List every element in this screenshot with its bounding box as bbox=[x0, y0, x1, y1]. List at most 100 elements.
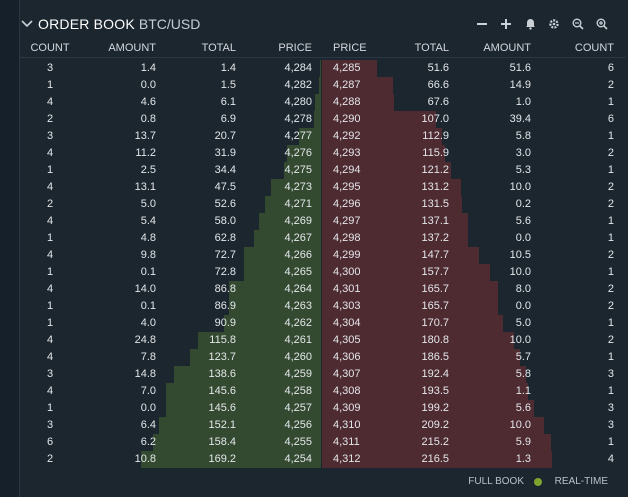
ask-depth-bar bbox=[322, 145, 446, 162]
realtime-toggle[interactable]: REAL-TIME bbox=[554, 476, 608, 487]
ask-depth-bar bbox=[322, 196, 462, 213]
ask-count: 1 bbox=[607, 232, 614, 244]
chevron-down-icon[interactable] bbox=[20, 17, 34, 31]
order-row[interactable]: 4 4.6 6.1 4,280 4,288 67.6 1.0 1 bbox=[20, 94, 626, 111]
bid-price: 4,259 bbox=[284, 368, 312, 380]
ask-count: 1 bbox=[607, 317, 614, 329]
left-edge-line bbox=[19, 0, 20, 497]
column-headers: COUNT AMOUNT TOTAL PRICE PRICE TOTAL AMO… bbox=[20, 39, 626, 57]
ask-total: 131.5 bbox=[421, 198, 449, 210]
bid-price: 4,267 bbox=[284, 232, 312, 244]
bid-amount: 1.4 bbox=[140, 62, 156, 74]
order-row[interactable]: 4 11.2 31.9 4,276 4,293 115.9 3.0 2 bbox=[20, 145, 626, 162]
bid-depth-bar bbox=[173, 366, 321, 383]
bid-count: 4 bbox=[46, 334, 54, 346]
bid-amount: 14.8 bbox=[134, 368, 156, 380]
ask-price: 4,307 bbox=[333, 368, 361, 380]
bid-count: 4 bbox=[46, 283, 54, 295]
order-book-panel: ORDER BOOK BTC/USD COUNT AMOUNT bbox=[20, 10, 626, 494]
ask-amount: 1.0 bbox=[515, 96, 531, 108]
bid-count: 4 bbox=[46, 147, 54, 159]
bell-icon[interactable] bbox=[518, 16, 542, 32]
order-row[interactable]: 4 13.1 47.5 4,273 4,295 131.2 10.0 2 bbox=[20, 179, 626, 196]
ask-depth-bar bbox=[322, 417, 545, 434]
bid-count: 1 bbox=[46, 402, 54, 414]
ask-depth-bar bbox=[322, 77, 393, 94]
bid-amount: 0.1 bbox=[140, 300, 156, 312]
ask-price: 4,308 bbox=[333, 385, 361, 397]
bid-depth-bar bbox=[319, 77, 321, 94]
ask-depth-bar bbox=[322, 298, 499, 315]
order-row[interactable]: 1 4.0 90.9 4,262 4,304 170.7 5.0 1 bbox=[20, 315, 626, 332]
ask-total: 157.7 bbox=[421, 266, 449, 278]
ask-count: 6 bbox=[607, 113, 614, 125]
minus-icon[interactable] bbox=[470, 16, 494, 32]
bid-amount: 7.8 bbox=[140, 351, 156, 363]
order-row[interactable]: 4 24.8 115.8 4,261 4,305 180.8 10.0 2 bbox=[20, 332, 626, 349]
order-row[interactable]: 1 0.0 145.6 4,257 4,309 199.2 5.6 3 bbox=[20, 400, 626, 417]
order-row[interactable]: 1 0.0 1.5 4,282 4,287 66.6 14.9 2 bbox=[20, 77, 626, 94]
order-row[interactable]: 3 6.4 152.1 4,256 4,310 209.2 10.0 3 bbox=[20, 417, 626, 434]
ask-count: 3 bbox=[607, 419, 614, 431]
header-ask-price: PRICE bbox=[333, 42, 367, 54]
order-row[interactable]: 3 1.4 1.4 4,284 4,285 51.6 51.6 6 bbox=[20, 60, 626, 77]
ask-depth-bar bbox=[322, 247, 479, 264]
bid-total: 169.2 bbox=[208, 453, 236, 465]
order-row[interactable]: 4 7.8 123.7 4,260 4,306 186.5 5.7 1 bbox=[20, 349, 626, 366]
bid-amount: 0.8 bbox=[140, 113, 156, 125]
order-row[interactable]: 4 9.8 72.7 4,266 4,299 147.7 10.5 2 bbox=[20, 247, 626, 264]
ask-total: 131.2 bbox=[421, 181, 449, 193]
order-row[interactable]: 4 14.0 86.8 4,264 4,301 165.7 8.0 2 bbox=[20, 281, 626, 298]
order-row[interactable]: 1 0.1 72.8 4,265 4,300 157.7 10.0 1 bbox=[20, 264, 626, 281]
ask-depth-bar bbox=[322, 332, 515, 349]
bid-count: 3 bbox=[46, 62, 54, 74]
full-book-link[interactable]: FULL BOOK bbox=[468, 476, 524, 487]
order-row[interactable]: 4 7.0 145.6 4,258 4,308 193.5 1.1 1 bbox=[20, 383, 626, 400]
gear-icon[interactable] bbox=[542, 16, 566, 32]
ask-total: 193.5 bbox=[421, 385, 449, 397]
order-row[interactable]: 4 5.4 58.0 4,269 4,297 137.1 5.6 1 bbox=[20, 213, 626, 230]
ask-depth-bar bbox=[322, 60, 377, 77]
order-row[interactable]: 1 4.8 62.8 4,267 4,298 137.2 0.0 1 bbox=[20, 230, 626, 247]
bid-count: 4 bbox=[46, 385, 54, 397]
bid-count: 1 bbox=[46, 164, 54, 176]
bid-total: 31.9 bbox=[214, 147, 236, 159]
plus-icon[interactable] bbox=[494, 16, 518, 32]
order-row[interactable]: 1 2.5 34.4 4,275 4,294 121.2 5.3 1 bbox=[20, 162, 626, 179]
ask-total: 121.2 bbox=[421, 164, 449, 176]
zoom-in-icon[interactable] bbox=[590, 16, 614, 32]
order-row[interactable]: 1 0.1 86.9 4,263 4,303 165.7 0.0 2 bbox=[20, 298, 626, 315]
header-bid-amount: AMOUNT bbox=[108, 42, 156, 54]
ask-amount: 14.9 bbox=[509, 79, 531, 91]
ask-price: 4,294 bbox=[333, 164, 361, 176]
ask-price: 4,293 bbox=[333, 147, 361, 159]
bid-total: 86.9 bbox=[214, 300, 236, 312]
order-row[interactable]: 2 5.0 52.6 4,271 4,296 131.5 0.2 2 bbox=[20, 196, 626, 213]
bid-depth-bar bbox=[314, 94, 321, 111]
bid-depth-bar bbox=[152, 434, 321, 451]
ask-count: 2 bbox=[607, 283, 614, 295]
ask-price: 4,303 bbox=[333, 300, 361, 312]
ask-amount: 10.0 bbox=[509, 181, 531, 193]
order-row[interactable]: 2 0.8 6.9 4,278 4,290 107.0 39.4 6 bbox=[20, 111, 626, 128]
ask-count: 2 bbox=[607, 198, 614, 210]
bid-depth-bar bbox=[299, 128, 321, 145]
bid-price: 4,282 bbox=[284, 79, 312, 91]
bid-amount: 11.2 bbox=[135, 147, 156, 159]
ask-total: 147.7 bbox=[421, 249, 449, 261]
ask-amount: 5.8 bbox=[515, 368, 531, 380]
order-row[interactable]: 3 14.8 138.6 4,259 4,307 192.4 5.8 3 bbox=[20, 366, 626, 383]
order-row[interactable]: 3 13.7 20.7 4,277 4,292 112.9 5.8 1 bbox=[20, 128, 626, 145]
order-row[interactable]: 6 6.2 158.4 4,255 4,311 215.2 5.9 1 bbox=[20, 434, 626, 451]
order-row[interactable]: 2 10.8 169.2 4,254 4,312 216.5 1.3 4 bbox=[20, 451, 626, 468]
ask-amount: 0.2 bbox=[515, 198, 531, 210]
ask-price: 4,290 bbox=[333, 113, 361, 125]
zoom-out-icon[interactable] bbox=[566, 16, 590, 32]
bid-total: 86.8 bbox=[214, 283, 236, 295]
ask-depth-bar bbox=[322, 213, 468, 230]
ask-depth-bar bbox=[322, 383, 528, 400]
ask-price: 4,296 bbox=[333, 198, 361, 210]
bid-count: 2 bbox=[46, 453, 54, 465]
ask-price: 4,288 bbox=[333, 96, 361, 108]
bid-price: 4,276 bbox=[284, 147, 312, 159]
